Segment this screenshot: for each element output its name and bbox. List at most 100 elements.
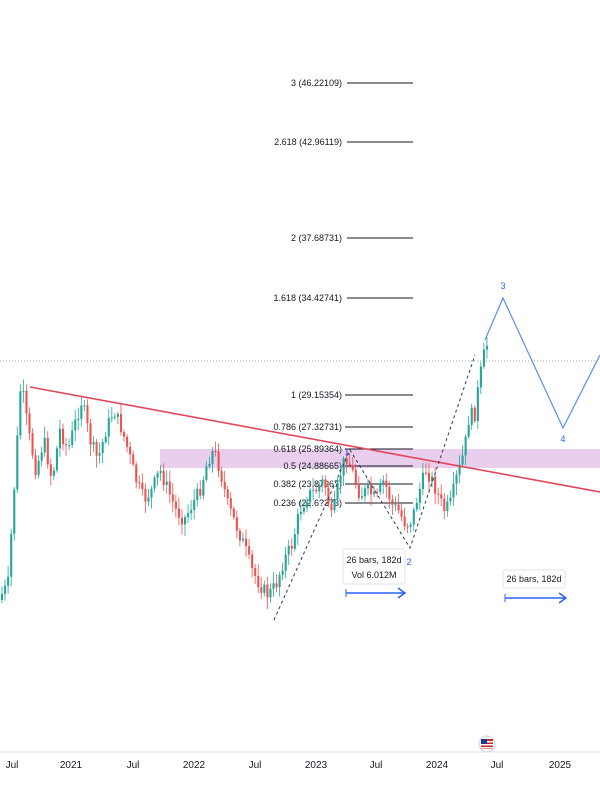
candle-body [473, 407, 476, 421]
candle-body [339, 475, 342, 484]
candle-body [184, 517, 187, 525]
candle-body [333, 498, 336, 511]
fib-label-0-786: 0.786 (27.32731) [273, 422, 342, 432]
candle-body [449, 497, 452, 502]
x-tick-label: Jul [491, 760, 504, 771]
fib-label-2-618: 2.618 (42.96119) [274, 137, 342, 147]
candle-body [263, 584, 266, 593]
candle-body [144, 488, 147, 502]
candle-body [391, 499, 394, 505]
x-tick-label: Jul [370, 760, 383, 771]
candle-body [1, 593, 4, 600]
x-tick-label: 2023 [305, 760, 328, 771]
candle-body [58, 428, 62, 449]
candle-body [278, 574, 281, 588]
x-tick-label: Jul [6, 760, 19, 771]
candle-body [132, 454, 135, 465]
candle-body [77, 418, 80, 420]
wave-label-4: 4 [560, 434, 565, 444]
candle-body [4, 585, 7, 594]
candle-body [205, 466, 208, 480]
candle-body [202, 479, 205, 496]
wave-label-2: 2 [406, 557, 411, 567]
candle-body [306, 502, 309, 508]
measure-box-2-bars: 26 bars, 182d [506, 574, 561, 584]
measure-box-1-vol: Vol 6.012M [351, 570, 396, 580]
candle-body [220, 471, 223, 482]
candle-body [92, 441, 95, 445]
candle-body [199, 488, 202, 496]
candle-body [418, 489, 421, 503]
candle-body [437, 493, 440, 495]
candle-body [13, 489, 16, 534]
candle-body [412, 509, 415, 525]
candle-body [254, 568, 257, 576]
candle-body [171, 494, 174, 502]
candle-body [321, 479, 324, 486]
candle-body [299, 511, 302, 515]
candle-body [370, 483, 373, 495]
candle-body [211, 450, 214, 465]
candle-body [342, 458, 345, 476]
candle-body [34, 455, 37, 475]
candle-body [229, 498, 232, 509]
candle-body [327, 487, 330, 505]
us-flag-icon[interactable] [478, 735, 496, 753]
fib-label-0-5: 0.5 (24.88665) [283, 461, 342, 471]
candle-body [245, 538, 248, 547]
measure-box-2[interactable]: 26 bars, 182d [502, 569, 568, 604]
candle-body [74, 419, 77, 431]
candle-body [110, 417, 113, 419]
candle-body [138, 482, 141, 484]
candle-body [226, 489, 229, 499]
candle-body [168, 481, 171, 495]
candle-body [147, 497, 150, 502]
fib-label-0-382: 0.382 (23.87967) [273, 479, 342, 489]
elliott-wave-dashed [273, 354, 476, 621]
candle-body [357, 483, 360, 498]
candle-body [293, 534, 296, 549]
candle-body [467, 424, 470, 437]
candle-body [113, 416, 116, 418]
candlestick-series [1, 336, 489, 610]
candle-body [269, 588, 272, 598]
fibonacci-extension: 0.236 (22.6?373)0.382 (23.87967)0.5 (24.… [273, 78, 413, 508]
wave-label-3: 3 [500, 281, 505, 291]
candle-body [19, 391, 22, 436]
candle-body [46, 437, 49, 465]
candle-body [196, 488, 199, 501]
candle-body [7, 576, 10, 586]
wave-label-1: 1 [344, 447, 349, 457]
candle-body [83, 405, 86, 407]
candle-body [406, 526, 409, 528]
candle-body [104, 436, 107, 442]
candle-body [177, 508, 180, 518]
candle-body [214, 450, 217, 452]
candle-body [159, 470, 162, 474]
candle-body [52, 470, 55, 476]
measure-box-1-bars: 26 bars, 182d [346, 555, 401, 565]
candle-body [479, 366, 482, 388]
x-tick-label: 2022 [183, 760, 206, 771]
descending-trendline[interactable] [29, 386, 600, 493]
candle-body [95, 441, 98, 456]
candle-body [400, 510, 403, 517]
candle-body [266, 584, 269, 598]
candle-body [482, 349, 485, 367]
candle-body [394, 504, 397, 506]
candle-body [373, 491, 376, 495]
elliott-wave-projection[interactable] [484, 296, 600, 430]
x-tick-label: 2025 [549, 760, 572, 771]
measure-box-1[interactable]: 26 bars, 182d Vol 6.012M [342, 548, 407, 599]
candle-body [165, 481, 168, 485]
candle-body [455, 474, 458, 484]
candle-body [187, 513, 190, 518]
candle-body [238, 530, 241, 541]
x-tick-label: Jul [249, 760, 262, 771]
candle-body [80, 405, 83, 419]
candle-body [98, 453, 101, 456]
candle-body [251, 554, 254, 569]
candle-body [476, 387, 479, 421]
candle-body [180, 517, 184, 525]
